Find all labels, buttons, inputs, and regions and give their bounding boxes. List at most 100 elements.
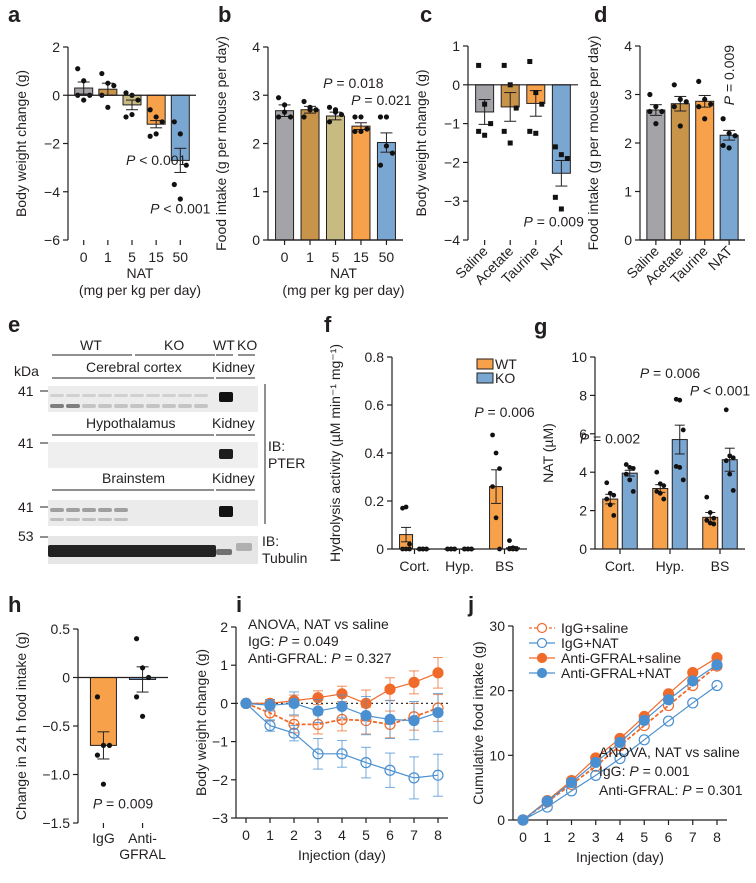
g-data-point (704, 494, 710, 500)
i-marker-anti-gfral-nat (312, 705, 324, 717)
b-data-point (275, 95, 282, 101)
j-x-tick-label: 3 (592, 829, 600, 845)
g-y-axis-label: NAT (µM) (540, 423, 556, 483)
western-blot-panel: WT KO WT KO kDa Cerebral cortex Kidney 4… (14, 337, 307, 566)
g-y-tick-label: 10 (571, 349, 587, 365)
b-data-point (326, 104, 333, 110)
h-data-point (94, 694, 101, 700)
f-data-point (493, 450, 499, 456)
g-data-point (680, 477, 686, 483)
d-data-point (683, 99, 689, 105)
d-y-axis-label: Food intake (g per mouse per day) (585, 36, 601, 251)
g-y-tick-label: 0 (579, 541, 587, 557)
c-data-point (564, 156, 570, 162)
blot-group-ko: KO (164, 337, 184, 353)
b-bar (351, 125, 371, 241)
d-data-point (726, 130, 732, 136)
i-line-igg-nat (245, 702, 439, 779)
c-y-tick-label: 1 (452, 38, 460, 54)
a-data-point (81, 78, 87, 84)
f-y-tick-label: 0.6 (365, 397, 385, 413)
g-data-point (657, 490, 663, 496)
b-y-tick-label: 0 (252, 232, 260, 248)
c-p-value: P = 0.009 (524, 213, 585, 229)
d-bar (646, 109, 666, 241)
a-x-tick-label: 0 (80, 249, 88, 265)
blot-band-cortex (146, 394, 160, 397)
h-x-tick-label: GFRAL (119, 846, 166, 862)
b-data-point (377, 162, 384, 168)
blot-band-cortex (98, 404, 112, 408)
g-data-point (677, 397, 683, 403)
j-marker-anti-gfral-nat (614, 736, 626, 749)
i-stats-annotation: ANOVA, NAT vs saline (248, 616, 389, 632)
i-marker-igg-nat (384, 764, 396, 776)
b-p-value: P = 0.018 (323, 75, 384, 91)
f-y-tick-label: 0 (376, 541, 384, 557)
blot-band-cortex (114, 394, 128, 397)
blot-band-cortex (66, 404, 80, 408)
i-marker-igg-nat (288, 727, 300, 739)
j-y-tick-label: 20 (489, 683, 505, 699)
blot-band-brainstem (114, 508, 128, 512)
j-legend-marker-anti-gfral-saline (536, 652, 548, 664)
f-data-point (490, 432, 495, 438)
i-marker-anti-gfral-nat (336, 700, 348, 713)
g-y-tick-label: 6 (579, 426, 587, 442)
d-data-point (696, 104, 702, 110)
c-data-point (527, 59, 533, 65)
i-marker-igg-nat (432, 769, 444, 781)
blot-band-cortex (66, 394, 80, 397)
i-marker-anti-gfral-nat (432, 706, 444, 719)
g-data-point (711, 515, 717, 521)
i-y-tick-label: −3 (212, 810, 228, 826)
h-data-point (133, 636, 140, 642)
f-data-point (507, 538, 512, 543)
panel-label-a: a (8, 2, 21, 27)
i-x-tick-label: 8 (434, 827, 442, 843)
b-data-point (287, 114, 294, 120)
f-data-point (403, 504, 409, 510)
blot-band-cortex (162, 394, 176, 397)
blot-band-brainstem (82, 508, 96, 512)
g-data-point (680, 427, 686, 433)
blot-band-brainstem (98, 508, 112, 512)
a-y-tick-label: 2 (52, 39, 60, 55)
b-data-point (383, 114, 390, 120)
b-x-axis-label: NAT (330, 265, 357, 281)
j-marker-igg-nat (711, 679, 723, 692)
h-x-tick-label: Anti- (128, 830, 157, 846)
f-y-tick-label: 0.4 (365, 445, 385, 461)
a-data-point (177, 196, 183, 202)
c-data-point (533, 130, 539, 136)
b-data-point (301, 98, 307, 105)
blot-marker-41-2: 41 (18, 435, 34, 451)
d-bar (719, 134, 739, 241)
blot-band-kidney-wt-brainstem (219, 506, 233, 517)
b-data-point (281, 109, 288, 115)
c-data-point (558, 152, 564, 158)
b-x-axis-label-2: (mg per kg per day) (282, 282, 404, 298)
g-bar-ko (671, 439, 688, 550)
h-data-point (106, 742, 113, 749)
j-legend-label-anti-gfral-nat: Anti-GFRAL+NAT (561, 665, 672, 681)
c-data-point (513, 105, 519, 111)
j-legend-label-anti-gfral-saline: Anti-GFRAL+saline (561, 650, 681, 666)
b-data-point (383, 143, 390, 149)
f-data-point (493, 515, 499, 521)
blot-band-cortex (146, 404, 160, 408)
f-data-point (497, 466, 502, 471)
a-y-tick-label: −6 (44, 232, 60, 248)
d-data-point (671, 82, 677, 88)
i-stats-annotation: IgG: P = 0.049 (248, 633, 339, 649)
i-marker-anti-gfral-nat (240, 697, 252, 710)
c-y-tick-label: 0 (452, 77, 460, 93)
g-data-point (730, 455, 736, 461)
g-data-point (654, 489, 660, 494)
g-p-value: P = 0.006 (640, 365, 701, 381)
panel-label-i: i (236, 592, 242, 617)
g-x-tick-label: BS (711, 558, 730, 574)
b-x-tick-label: 5 (332, 249, 340, 265)
d-data-point (726, 145, 732, 151)
i-marker-anti-gfral-nat (360, 710, 372, 722)
